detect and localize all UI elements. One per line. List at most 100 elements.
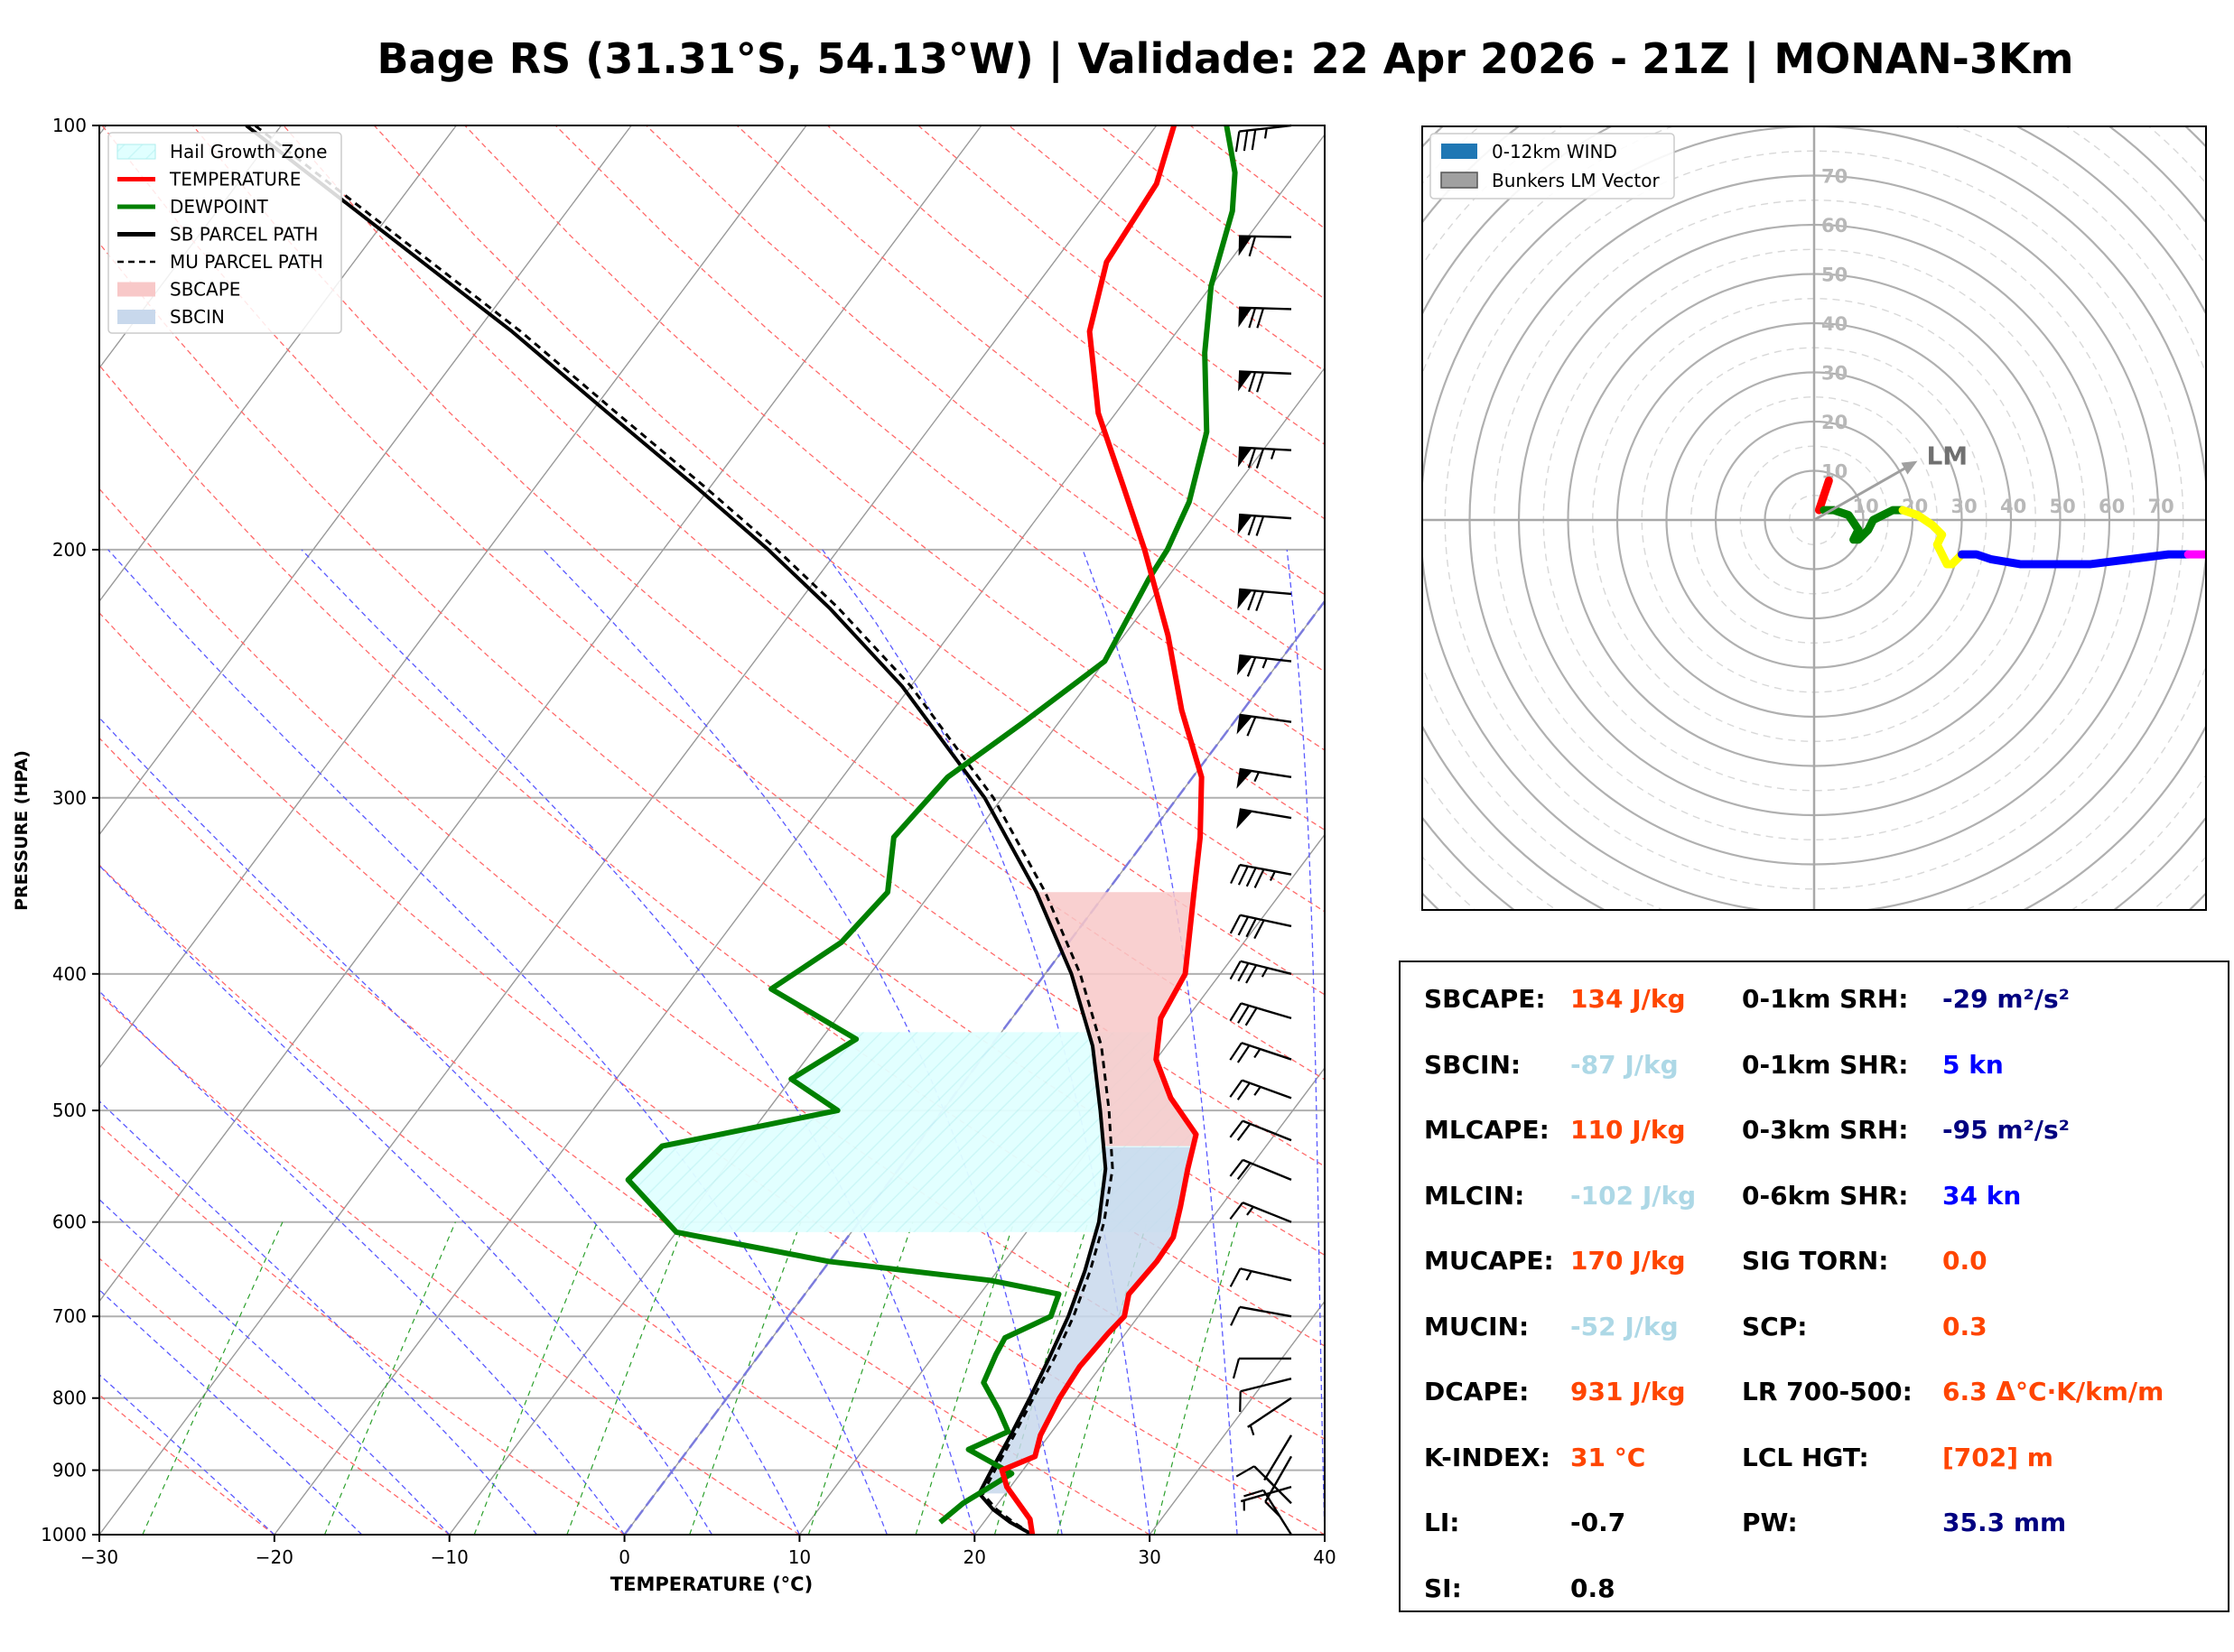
barb-flag bbox=[1229, 961, 1242, 980]
barb-shaft bbox=[1239, 588, 1292, 596]
index-value: -87 J/kg bbox=[1570, 1049, 1679, 1080]
y-tick-label: 200 bbox=[52, 539, 87, 561]
ring-label-horizontal: 10 bbox=[1853, 496, 1879, 517]
hodograph-ring bbox=[1422, 126, 2206, 910]
index-value: 134 J/kg bbox=[1570, 984, 1686, 1014]
isotherm-line bbox=[274, 133, 1325, 1535]
wind-barb bbox=[1264, 1455, 1293, 1517]
barb-pennant bbox=[1237, 589, 1252, 609]
legend-label: SBCAPE bbox=[170, 279, 240, 301]
hodograph-minor-ring bbox=[1789, 495, 1839, 545]
ring-label-horizontal: 50 bbox=[2050, 496, 2076, 517]
barb-shaft bbox=[1239, 808, 1292, 820]
index-value: 110 J/kg bbox=[1570, 1115, 1686, 1145]
barb-pennant bbox=[1238, 236, 1252, 256]
legend-label: SB PARCEL PATH bbox=[170, 224, 318, 246]
hodograph-legend: 0-12km WIND Bunkers LM Vector bbox=[1429, 133, 1675, 200]
index-value: 31 °C bbox=[1570, 1442, 1646, 1472]
isotherm-line bbox=[449, 367, 1325, 1535]
barb-pennant bbox=[1238, 371, 1252, 392]
ring-label-vertical: 10 bbox=[1821, 461, 1848, 483]
wind-barb bbox=[1238, 370, 1292, 393]
barb-flag bbox=[1248, 307, 1257, 329]
barb-flag bbox=[1229, 1119, 1244, 1138]
wind-barb bbox=[1237, 446, 1292, 469]
x-tick-label: 30 bbox=[1138, 1546, 1160, 1568]
index-label: MLCIN: bbox=[1424, 1180, 1525, 1211]
legend-swatch bbox=[117, 310, 155, 324]
dry-adiabat bbox=[1189, 125, 1325, 229]
hodograph-ring bbox=[1422, 126, 2206, 910]
barb-flag bbox=[1237, 866, 1249, 886]
legend-label: Bunkers LM Vector bbox=[1492, 170, 1661, 191]
hodograph-minor-ring bbox=[1444, 150, 2184, 890]
dry-adiabat bbox=[373, 125, 1325, 913]
barb-shaft bbox=[1264, 1455, 1293, 1503]
barb-flag bbox=[1247, 448, 1257, 469]
isotherm-line bbox=[1324, 1533, 1325, 1535]
barb-flag bbox=[1229, 914, 1242, 934]
mixing-ratio-line bbox=[915, 1221, 1015, 1535]
hail-growth-zone bbox=[628, 1032, 1196, 1232]
zero-isotherm bbox=[623, 599, 1325, 1535]
hodograph-minor-ring bbox=[1739, 445, 1889, 595]
index-value: 0.8 bbox=[1570, 1573, 1615, 1603]
wind-barb bbox=[1229, 1042, 1292, 1063]
legend-swatch bbox=[116, 144, 156, 160]
barb-shaft bbox=[1242, 1119, 1292, 1142]
barb-flag bbox=[1245, 964, 1258, 984]
index-value: 35.3 mm bbox=[1942, 1508, 2067, 1537]
hodograph-minor-ring bbox=[1422, 126, 2206, 910]
x-tick-label: 40 bbox=[1313, 1546, 1336, 1568]
x-tick-label: −30 bbox=[80, 1546, 118, 1568]
wind-barb bbox=[1237, 588, 1292, 611]
y-tick-label: 500 bbox=[52, 1100, 87, 1121]
barb-shaft bbox=[1240, 1485, 1292, 1503]
barb-shaft bbox=[1240, 1378, 1292, 1393]
wind-barb bbox=[1229, 1079, 1292, 1100]
index-value: 6.3 Δ°C·K/km/m bbox=[1942, 1377, 2164, 1406]
barb-shaft bbox=[1242, 1158, 1292, 1182]
index-label: 0-1km SRH: bbox=[1742, 984, 1909, 1014]
hodograph-ring bbox=[1468, 174, 2160, 866]
barb-flag bbox=[1234, 131, 1241, 153]
skewt-legend: Hail Growth Zone TEMPERATURE DEWPOINT SB PA… bbox=[107, 132, 342, 334]
isotherm-line bbox=[99, 125, 807, 1070]
mixing-ratio-line bbox=[807, 1221, 914, 1535]
wind-barb bbox=[1232, 1357, 1291, 1379]
wind-barb bbox=[1229, 914, 1292, 940]
wind-barb bbox=[1234, 124, 1292, 153]
wind-barb bbox=[1237, 513, 1292, 536]
ring-label-vertical: 50 bbox=[1821, 265, 1848, 286]
y-tick-label: 1000 bbox=[41, 1524, 87, 1545]
dry-adiabat bbox=[99, 487, 1325, 1440]
index-value: -0.7 bbox=[1570, 1508, 1626, 1537]
isotherm-line bbox=[99, 125, 1158, 1535]
barb-shaft bbox=[1242, 1079, 1292, 1100]
wind-barb bbox=[1230, 863, 1292, 888]
index-label: 0-3km SRH: bbox=[1742, 1115, 1909, 1145]
hodograph-minor-ring bbox=[1494, 200, 2135, 840]
wind-barb bbox=[1229, 1002, 1292, 1026]
index-value: [702] m bbox=[1942, 1442, 2053, 1472]
wind-barb bbox=[1229, 1158, 1292, 1182]
ring-label-horizontal: 60 bbox=[2099, 496, 2125, 517]
index-label: MUCAPE: bbox=[1424, 1246, 1554, 1276]
skewt-background-lines bbox=[99, 125, 1325, 1535]
legend-label: Hail Growth Zone bbox=[170, 141, 327, 162]
moist-adiabat bbox=[99, 1288, 363, 1535]
barb-flag bbox=[1256, 372, 1265, 393]
ring-label-vertical: 20 bbox=[1821, 412, 1848, 433]
isotherm-line bbox=[99, 125, 632, 836]
index-value: 5 kn bbox=[1942, 1049, 2004, 1080]
moist-adiabat bbox=[99, 990, 626, 1535]
hodograph-ring bbox=[1517, 223, 2111, 817]
ring-label-vertical: 60 bbox=[1821, 215, 1848, 237]
dry-adiabat bbox=[917, 125, 1325, 446]
barb-flag bbox=[1248, 371, 1257, 393]
barb-shaft bbox=[1238, 306, 1292, 311]
barb-flag bbox=[1236, 1082, 1251, 1100]
hodograph-ring bbox=[1224, 0, 2234, 1110]
bunkers-lm-label: LM bbox=[1926, 441, 1968, 471]
index-value: -102 J/kg bbox=[1570, 1180, 1697, 1211]
